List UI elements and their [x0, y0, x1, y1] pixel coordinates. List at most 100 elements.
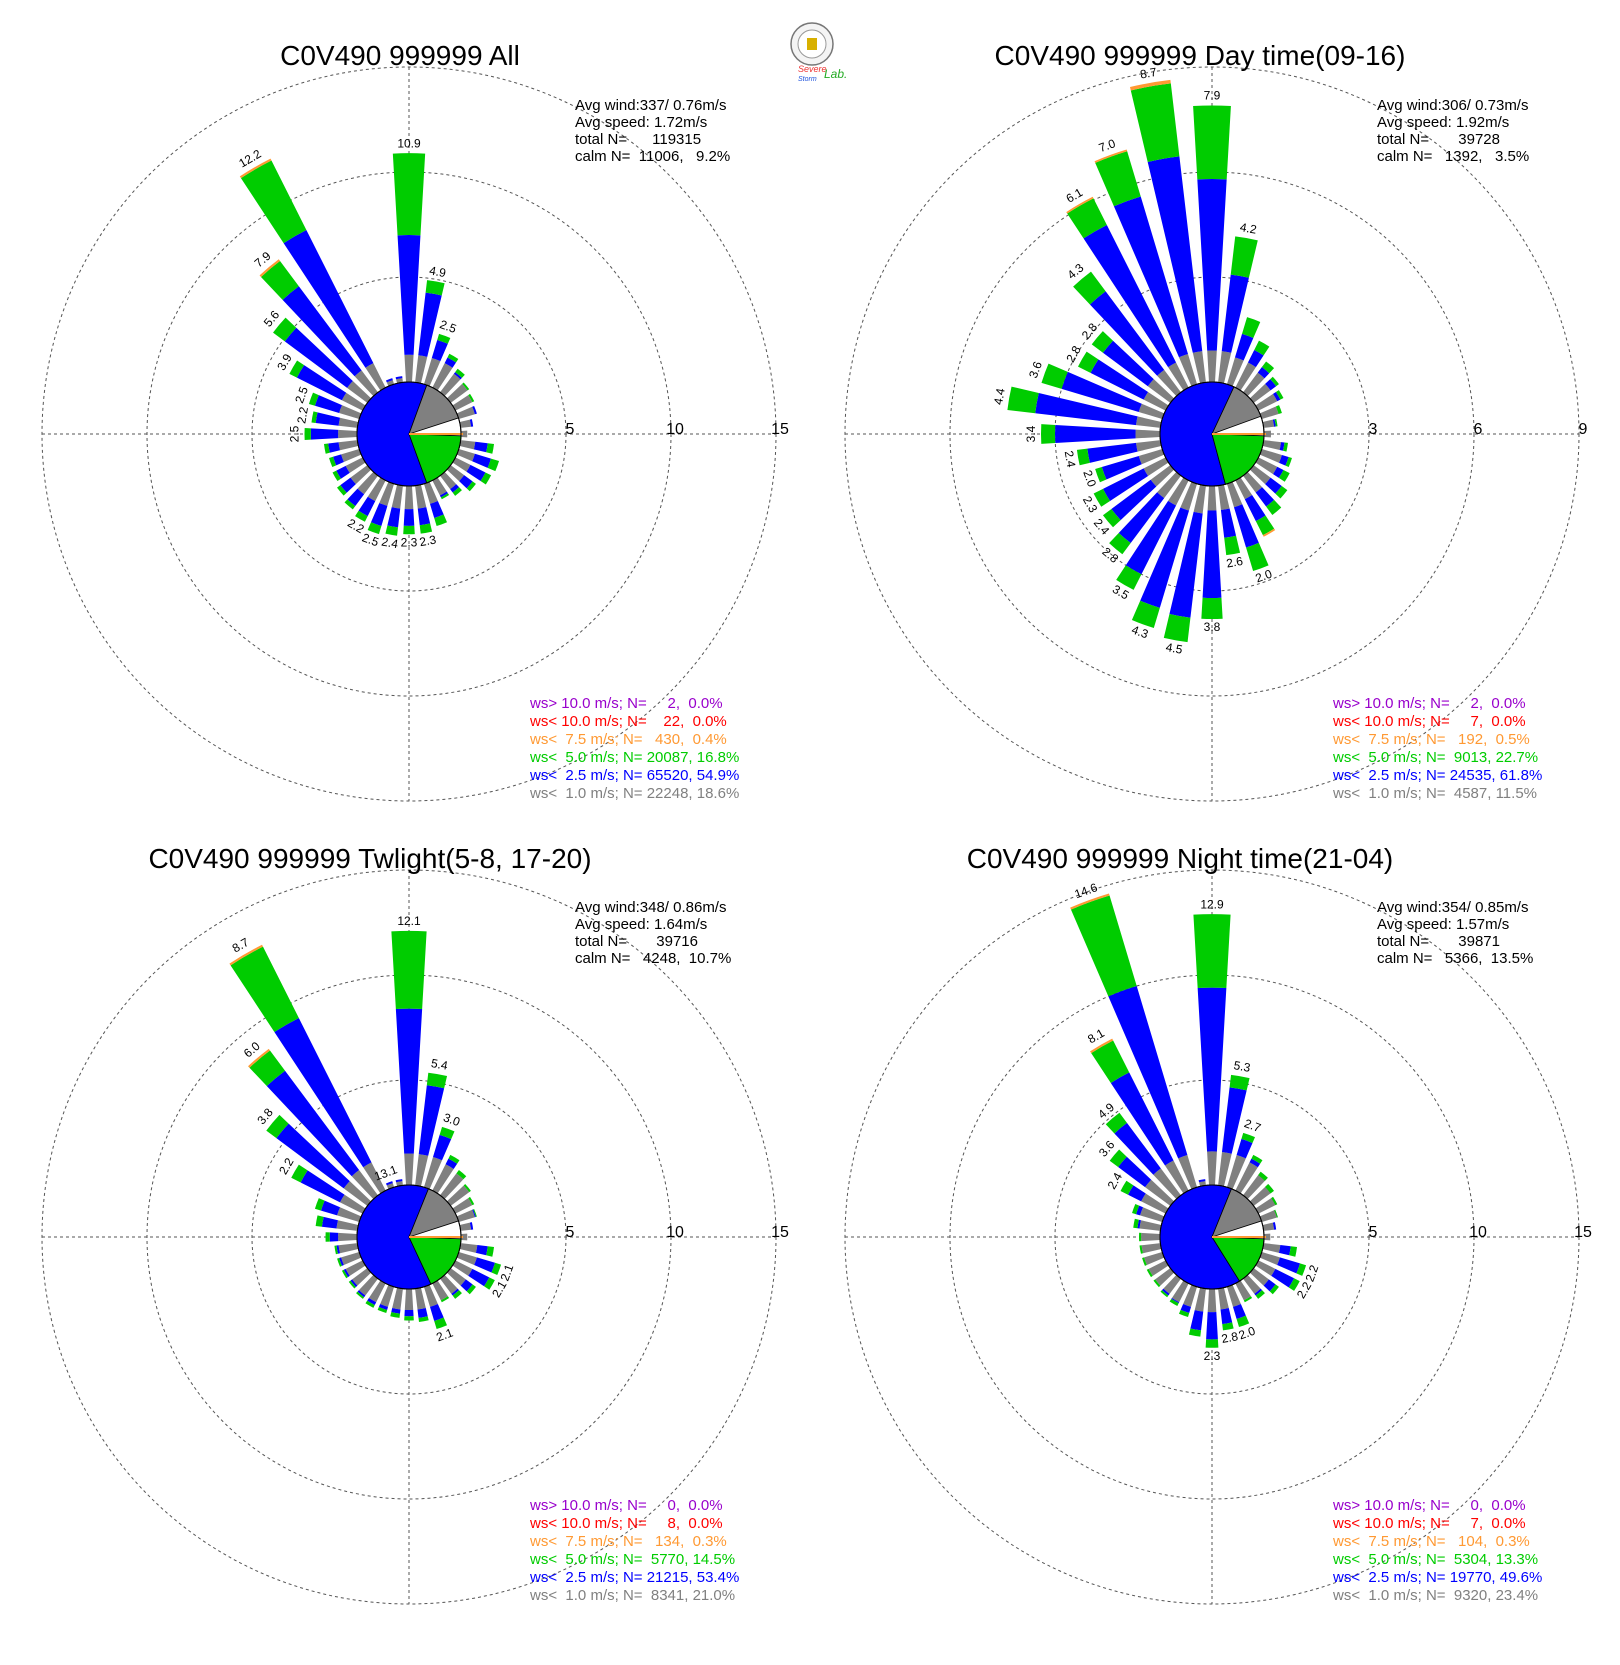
bar-segment-lt5: [491, 1262, 502, 1276]
bar-segment-lt5: [1120, 1180, 1134, 1195]
bar-segment-lt2_5: [1110, 1072, 1174, 1166]
chart-title: C0V490 999999 Twlight(5-8, 17-20): [148, 843, 591, 874]
bar-segment-lt5: [434, 514, 448, 527]
bar-segment-lt1: [1259, 448, 1282, 463]
wind-rose-panel-2: 3 6 97.94.22.02.63.84.54.33.52.82.42.32.02…: [844, 40, 1588, 802]
legend-entry-lt7_5: ws< 7.5 m/s; N= 430, 0.4%: [529, 731, 727, 748]
bar-segment-lt5: [1130, 83, 1180, 162]
bar-segment-lt7_5: [239, 158, 272, 179]
bar-segment-lt5: [266, 1114, 289, 1139]
bar-segment-lt5: [1230, 236, 1258, 278]
bar-segment-lt1: [1145, 1179, 1175, 1206]
bar-segment-lt1: [440, 1274, 458, 1294]
bar-segment-lt1: [1183, 1284, 1198, 1307]
bar-segment-lt5: [484, 1277, 495, 1290]
bar-value-label: 2.3: [401, 535, 418, 549]
bar-segment-lt2_5: [339, 1257, 344, 1266]
ring-label: 3: [1369, 421, 1378, 438]
bar-value-label: 5.3: [1233, 1058, 1252, 1075]
bar-segment-lt2_5: [387, 507, 401, 528]
bar-segment-lt2_5: [300, 1170, 345, 1203]
chart-title: C0V490 999999 Day time(09-16): [995, 40, 1406, 71]
bar-segment-lt1: [347, 381, 372, 403]
bar-segment-lt5: [1265, 1184, 1274, 1194]
legend-entry-lt1: ws< 1.0 m/s; N= 22248, 18.6%: [529, 785, 739, 802]
bar-segment-lt1: [350, 465, 372, 485]
bar-segment-lt2_5: [1118, 1156, 1152, 1188]
legend-entry-lt2_5: ws< 2.5 m/s; N= 21215, 53.4%: [529, 1569, 739, 1586]
bar-segment-lt2_5: [1265, 379, 1277, 391]
bar-segment-lt1: [1194, 1287, 1206, 1312]
bar-segment-lt5: [403, 525, 415, 535]
bar-segment-lt1: [1259, 1209, 1278, 1223]
bar-segment-lt5: [440, 1296, 450, 1303]
bar-segment-lt2_5: [1087, 442, 1138, 463]
bar-segment-lt1: [1262, 419, 1275, 428]
bar-segment-lt5: [304, 427, 311, 441]
bar-segment-lt1: [1207, 1288, 1217, 1313]
bar-segment-lt1: [1235, 1280, 1251, 1301]
bar-segment-lt2_5: [320, 1200, 341, 1216]
bar-segment-lt5: [1169, 1298, 1179, 1306]
bar-segment-lt2_5: [1090, 359, 1149, 400]
bar-segment-lt2_5: [1111, 479, 1157, 521]
bar-segment-lt1: [452, 1198, 473, 1214]
bar-segment-lt2_5: [333, 454, 344, 466]
bar-segment-lt5: [1139, 1232, 1142, 1242]
bar-segment-lt5: [452, 1290, 462, 1299]
bar-segment-lt5: [1142, 1257, 1147, 1266]
bar-segment-lt2_5: [474, 1257, 496, 1273]
bar-segment-lt5: [1289, 1246, 1298, 1257]
severe-storm-lab-logo: Severe Storm Lab.: [790, 22, 847, 83]
bar-segment-lt2_5: [453, 372, 462, 380]
ring-label: 10: [666, 1224, 684, 1241]
bar-segment-lt1: [1259, 406, 1279, 420]
bar-segment-lt1: [456, 448, 475, 462]
bar-segment-lt5: [462, 382, 470, 391]
bar-segment-lt1: [351, 1170, 378, 1200]
stats-line: total N= 39871: [1377, 933, 1500, 950]
bar-segment-lt2_5: [1171, 1298, 1180, 1304]
bar-segment-lt2_5: [1137, 1219, 1141, 1229]
bar-segment-lt5: [1243, 1296, 1253, 1303]
bar-segment-lt5: [1283, 442, 1288, 452]
bar-segment-lt2_5: [1198, 1179, 1206, 1183]
bar-segment-lt5: [1095, 151, 1141, 207]
bar-segment-lt2_5: [1279, 454, 1289, 466]
bar-segment-lt2_5: [1102, 340, 1154, 387]
stats-line: total N= 39716: [575, 933, 698, 950]
bar-segment-lt2_5: [466, 464, 486, 481]
bar-segment-lt2_5: [296, 365, 347, 401]
bar-segment-lt2_5: [1232, 1304, 1246, 1319]
bar-segment-lt5: [468, 393, 475, 403]
bar-segment-lt5: [1193, 105, 1231, 180]
bar-segment-lt5: [1275, 485, 1288, 499]
bar-segment-lt1: [338, 429, 358, 439]
bar-segment-lt1: [1218, 1287, 1229, 1310]
bar-segment-lt5: [1269, 1284, 1279, 1295]
bar-segment-lt2_5: [340, 477, 356, 493]
bar-segment-lt1: [341, 392, 366, 411]
wind-rose-panel-3: 5 10 1512.15.43.02.12.12.12.23.86.08.713.1…: [41, 843, 789, 1605]
bar-segment-lt1: [368, 1280, 386, 1303]
bar-segment-lt1: [336, 1220, 359, 1231]
bar-value-label: 2.4: [1062, 450, 1079, 469]
bar-segment-lt5: [1258, 1171, 1268, 1181]
bar-segment-lt2_5: [284, 327, 353, 388]
bar-segment-lt2_5: [357, 1290, 366, 1298]
bar-value-label: 2.5: [438, 317, 459, 336]
bar-segment-lt1: [340, 1194, 366, 1214]
bar-value-label: 2.4: [380, 535, 399, 552]
bar-segment-lt5: [1205, 1339, 1219, 1348]
bar-segment-lt1: [440, 471, 457, 490]
bar-segment-lt5: [1160, 1290, 1169, 1298]
bar-segment-lt5: [463, 1184, 471, 1193]
bar-segment-lt5: [1132, 1203, 1140, 1215]
bar-segment-lt5: [1274, 1209, 1278, 1218]
bar-segment-lt1: [1255, 1260, 1276, 1276]
bar-value-label: 12.9: [1200, 897, 1224, 911]
bar-segment-lt5: [240, 160, 307, 244]
ring-label: 5: [566, 421, 575, 438]
bar-value-label: 2.7: [1242, 1116, 1263, 1135]
